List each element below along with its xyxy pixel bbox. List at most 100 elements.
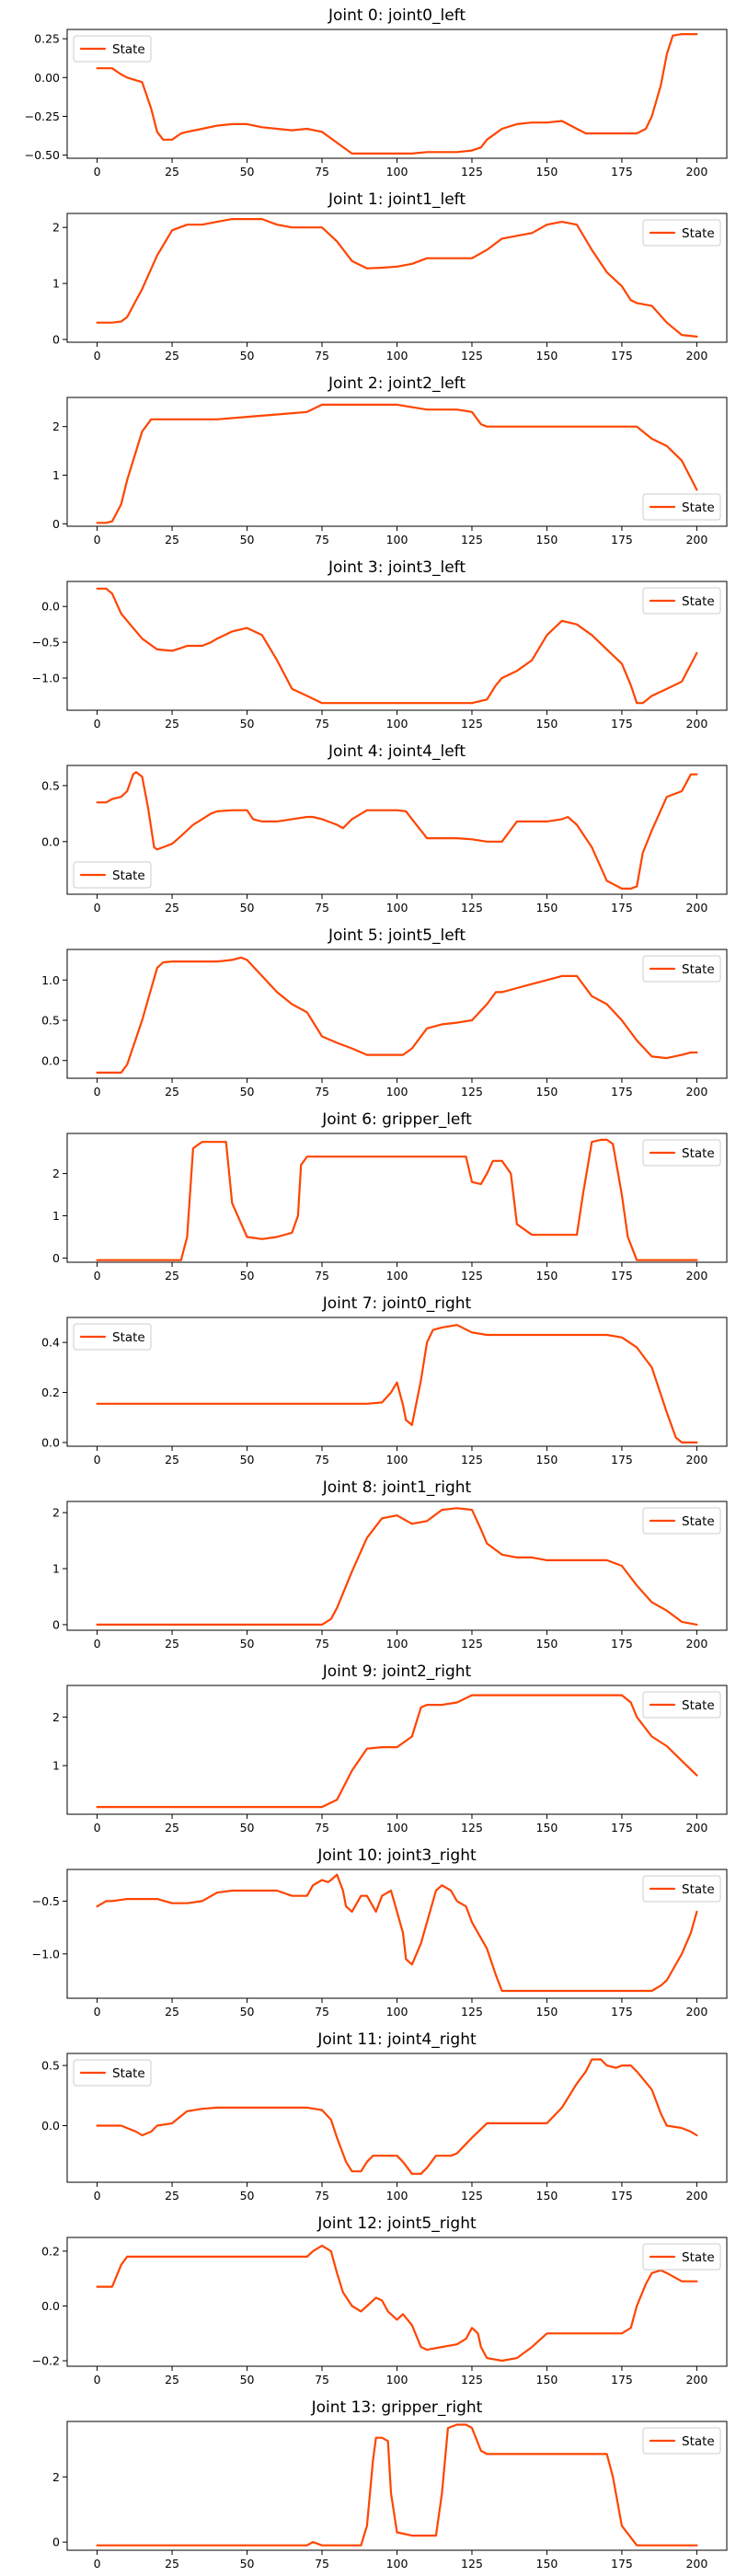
x-tick-label: 125 xyxy=(461,533,483,546)
x-tick-label: 125 xyxy=(461,1821,483,1834)
chart-title: Joint 11: joint4_right xyxy=(316,2030,477,2049)
legend-box xyxy=(642,1139,721,1167)
legend-label: State xyxy=(682,1146,715,1161)
x-tick-label: 150 xyxy=(536,533,558,546)
x-tick-label: 50 xyxy=(240,1269,255,1282)
x-tick-label: 25 xyxy=(165,1821,179,1834)
x-tick-label: 75 xyxy=(315,1453,329,1466)
x-tick-label: 150 xyxy=(536,165,558,178)
y-tick-label: 1 xyxy=(52,1562,60,1576)
y-tick-label: 0.5 xyxy=(41,2059,60,2073)
legend-label: State xyxy=(682,1882,715,1897)
x-tick-label: 0 xyxy=(94,165,101,178)
chart-title: Joint 12: joint5_right xyxy=(316,2214,477,2233)
x-tick-label: 50 xyxy=(240,717,255,730)
legend-box xyxy=(73,35,152,63)
chart-panel-9: Joint 9: joint2_right 0 25 50 75 100 125 150 175… xyxy=(52,1662,728,1834)
x-tick-label: 0 xyxy=(94,1637,101,1650)
y-tick-label: 0.00 xyxy=(34,71,60,85)
chart-title: Joint 1: joint1_left xyxy=(328,190,466,209)
legend-label: State xyxy=(682,500,715,515)
x-tick-label: 175 xyxy=(611,1269,633,1282)
y-tick-label: 0 xyxy=(52,1251,60,1265)
legend-box xyxy=(642,1875,721,1903)
x-tick-label: 200 xyxy=(685,533,707,546)
x-tick-label: 150 xyxy=(536,2373,558,2386)
y-tick-label: −0.50 xyxy=(25,148,60,162)
x-tick-label: 75 xyxy=(315,2189,329,2202)
x-tick-label: 0 xyxy=(94,533,101,546)
x-tick-label: 175 xyxy=(611,901,633,914)
x-tick-label: 150 xyxy=(536,1269,558,1282)
chart-panel-7: Joint 7: joint0_right 0 25 50 75 100 125 150 175… xyxy=(41,1294,728,1466)
series-line-state xyxy=(96,771,698,891)
y-tick-label: 0.4 xyxy=(41,1336,60,1350)
x-tick-label: 150 xyxy=(536,1821,558,1834)
series-line-state xyxy=(96,1694,698,1809)
chart-panel-3: Joint 3: joint3_left 0 25 50 75 100 125 150 175 2… xyxy=(32,558,728,730)
x-tick-label: 75 xyxy=(315,165,329,178)
legend: State xyxy=(73,2059,152,2087)
legend-box xyxy=(642,955,721,983)
series-line-state xyxy=(96,1873,698,1993)
x-tick-label: 150 xyxy=(536,2005,558,2018)
x-tick-label: 200 xyxy=(685,1453,707,1466)
chart-panel-6: Joint 6: gripper_left 0 25 50 75 100 125 150 175… xyxy=(52,1110,728,1282)
x-tick-label: 175 xyxy=(611,2373,633,2386)
x-tick-label: 75 xyxy=(315,533,329,546)
plot-frame xyxy=(66,581,728,711)
x-tick-label: 125 xyxy=(461,165,483,178)
y-tick-label: 0.0 xyxy=(41,834,60,848)
legend-box xyxy=(642,2243,721,2271)
x-tick-label: 50 xyxy=(240,165,255,178)
x-tick-label: 25 xyxy=(165,901,179,914)
y-tick-label: 0.5 xyxy=(41,1014,60,1028)
legend-label: State xyxy=(682,2434,715,2449)
chart-title: Joint 7: joint0_right xyxy=(322,1294,472,1313)
y-tick-label: 1.0 xyxy=(41,973,60,987)
y-tick-label: 0.0 xyxy=(41,1435,60,1449)
y-tick-label: −0.25 xyxy=(25,109,60,123)
series-line-state xyxy=(96,2244,698,2363)
x-tick-label: 100 xyxy=(386,1269,408,1282)
legend-box xyxy=(73,1323,152,1351)
x-tick-label: 100 xyxy=(386,2005,408,2018)
y-tick-label: −1.0 xyxy=(32,1947,60,1961)
series-line-state xyxy=(96,1324,698,1444)
x-tick-label: 50 xyxy=(240,349,255,362)
y-tick-label: −0.5 xyxy=(32,636,60,650)
x-tick-label: 125 xyxy=(461,901,483,914)
legend: State xyxy=(642,1691,721,1719)
chart-panel-1: Joint 1: joint1_left 0 25 50 75 100 125 150 175 2… xyxy=(52,190,728,362)
x-tick-label: 125 xyxy=(461,2005,483,2018)
plot-frame xyxy=(66,1501,728,1631)
legend-label: State xyxy=(112,2066,145,2081)
x-tick-label: 125 xyxy=(461,1085,483,1098)
y-tick-label: 0 xyxy=(52,332,60,346)
series-line-state xyxy=(96,218,698,338)
y-tick-label: −1.0 xyxy=(32,672,60,685)
x-tick-label: 50 xyxy=(240,1453,255,1466)
x-tick-label: 25 xyxy=(165,1269,179,1282)
legend-label: State xyxy=(112,868,145,883)
x-tick-label: 50 xyxy=(240,533,255,546)
series-line-state xyxy=(96,1507,698,1627)
x-tick-label: 200 xyxy=(685,1085,707,1098)
y-tick-label: 2 xyxy=(52,221,60,235)
x-tick-label: 150 xyxy=(536,901,558,914)
plot-frame xyxy=(66,765,728,895)
x-tick-label: 175 xyxy=(611,2557,633,2570)
legend: State xyxy=(642,1875,721,1903)
legend-label: State xyxy=(682,594,715,609)
legend-box xyxy=(642,1507,721,1535)
x-tick-label: 175 xyxy=(611,2005,633,2018)
x-tick-label: 175 xyxy=(611,349,633,362)
x-tick-label: 25 xyxy=(165,717,179,730)
legend-label: State xyxy=(682,962,715,977)
legend: State xyxy=(642,1139,721,1167)
y-tick-label: 0.0 xyxy=(41,600,60,614)
x-tick-label: 125 xyxy=(461,2373,483,2386)
x-tick-label: 25 xyxy=(165,165,179,178)
legend: State xyxy=(642,1507,721,1535)
